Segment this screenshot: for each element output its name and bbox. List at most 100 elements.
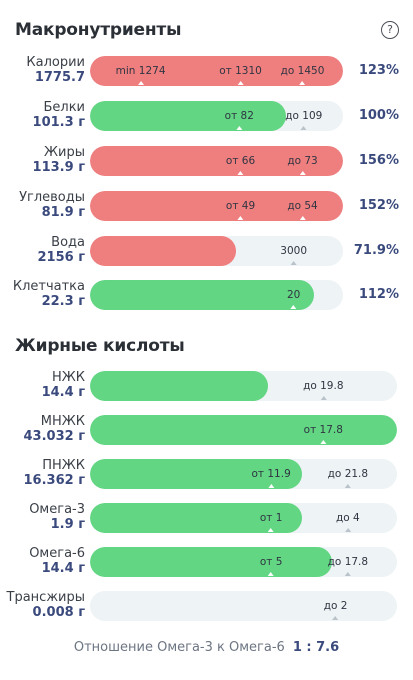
macro-row[interactable]: Калории 1775.7 min 1274 от 1310 до 1450 123% [0,55,413,96]
fatty-acid-marker-label: от 1 [259,512,283,524]
macro-label: Вода 2156 г [38,235,86,265]
fatty-acid-value: 1.9 г [50,517,85,532]
macro-marker-label: до 109 [285,110,323,122]
omega-ratio-value: 1 : 7.6 [292,640,340,655]
macro-marker-label: 3000 [280,245,308,257]
macro-label: Калории 1775.7 [26,55,85,85]
omega-ratio-label: Отношение Омега-3 к Омега-6 [73,640,285,655]
fatty-acid-row[interactable]: МНЖК 43.032 г от 17.8 [0,414,413,455]
fatty-acid-marker: от 11.9 [251,459,291,489]
macro-value: 1775.7 [34,70,85,85]
marker-triangle-icon [237,81,244,85]
marker-triangle-icon [344,528,351,532]
marker-triangle-icon [299,81,306,85]
fatty-acid-name: ПНЖК [42,458,85,473]
macro-value: 113.9 г [32,160,85,175]
marker-triangle-icon [290,261,297,265]
macro-name: Калории [26,55,85,70]
macro-progress-bar: 20 [90,280,343,310]
macro-marker: от 1310 [219,56,262,86]
marker-triangle-icon [300,126,307,130]
macro-name: Углеводы [19,190,85,205]
fatty-acid-marker-label: до 21.8 [327,468,369,480]
macro-label: Углеводы 81.9 г [19,190,85,220]
macro-name: Вода [51,235,85,250]
marker-triangle-icon [268,572,275,576]
marker-triangle-icon [268,484,275,488]
fatty-acid-progress-fill [90,371,269,401]
fatty-acid-progress-bar: до 19.8 [90,371,397,401]
fatty-acid-name: МНЖК [40,414,85,429]
fatty-acid-row[interactable]: Омега-3 1.9 г от 1 до 4 [0,502,413,543]
fatty-acid-marker-label: до 4 [336,512,360,524]
fatty-acid-label: МНЖК 43.032 г [24,414,85,444]
fatty-acid-progress-fill [90,503,302,533]
macro-marker-label: до 1450 [280,65,325,77]
fatty-acid-marker-label: до 19.8 [303,380,344,392]
marker-triangle-icon [237,171,244,175]
fatty-acid-name: НЖК [51,370,85,385]
marker-triangle-icon [332,616,339,620]
fatty-acid-marker: от 1 [259,503,283,533]
marker-triangle-icon [237,216,244,220]
fatty-acid-progress-bar: до 2 [90,591,397,621]
fatty-acid-name: Трансжиры [6,590,85,605]
macro-row[interactable]: Углеводы 81.9 г от 49 до 54 152% [0,190,413,231]
fatty-acid-marker: от 17.8 [304,415,343,445]
fatty-acid-row[interactable]: ПНЖК 16.362 г от 11.9 до 21.8 [0,458,413,499]
marker-triangle-icon [344,572,351,576]
macro-progress-fill [90,280,315,310]
macro-row[interactable]: Клетчатка 22.3 г 20 112% [0,279,413,320]
omega-ratio: Отношение Омега-3 к Омега-6 1 : 7.6 [0,640,413,655]
macro-percent: 100% [358,108,399,123]
fatty-acid-marker-label: до 2 [323,600,348,612]
fatty-acid-label: Омега-6 14.4 г [29,546,85,576]
macro-marker-label: min 1274 [115,65,166,77]
macro-percent: 71.9% [353,243,399,258]
macro-marker: до 109 [285,101,322,131]
macro-marker: от 49 [226,191,255,221]
marker-triangle-icon [137,81,144,85]
fatty-acid-marker-label: от 5 [259,556,283,568]
fatty-acid-progress-fill [90,459,302,489]
macro-marker: от 82 [225,101,254,131]
fatty-acids-title: Жирные кислоты [15,336,185,356]
macro-progress-bar: от 82 до 109 [90,101,343,131]
macro-percent: 156% [358,153,399,168]
help-icon[interactable]: ? [381,21,399,39]
fatty-acid-row[interactable]: Омега-6 14.4 г от 5 до 17.8 [0,546,413,587]
fatty-acid-progress-bar: от 1 до 4 [90,503,397,533]
macro-name: Жиры [44,145,85,160]
fatty-acid-value: 16.362 г [23,473,85,488]
fatty-acid-progress-fill [90,415,397,445]
fatty-acid-label: Трансжиры 0.008 г [7,590,85,620]
macro-row[interactable]: Жиры 113.9 г от 66 до 73 156% [0,145,413,186]
macro-row[interactable]: Белки 101.3 г от 82 до 109 100% [0,100,413,141]
macro-marker-label: до 73 [287,155,318,167]
fatty-acid-value: 0.008 г [32,605,85,620]
fatty-acid-name: Омега-3 [29,502,85,517]
macro-marker-label: 20 [286,289,301,301]
macro-marker-label: от 66 [225,155,256,167]
marker-triangle-icon [299,171,306,175]
marker-triangle-icon [320,396,327,400]
fatty-acid-row[interactable]: Трансжиры 0.008 г до 2 [0,590,413,631]
fatty-acid-marker-label: от 11.9 [251,468,291,480]
fatty-acid-progress-fill [90,547,332,577]
macro-label: Жиры 113.9 г [33,145,85,175]
macro-percent: 152% [358,198,399,213]
macro-percent: 112% [358,287,399,302]
macro-progress-bar: от 49 до 54 [90,191,343,221]
macro-name: Белки [43,100,85,115]
macro-value: 22.3 г [41,294,85,309]
fatty-acid-label: ПНЖК 16.362 г [24,458,85,488]
macro-name: Клетчатка [12,279,85,294]
macro-row[interactable]: Вода 2156 г 3000 71.9% [0,235,413,276]
macro-percent: 123% [358,63,399,78]
fatty-acid-row[interactable]: НЖК 14.4 г до 19.8 [0,370,413,411]
marker-triangle-icon [299,216,306,220]
macro-marker: до 73 [287,146,318,176]
macro-marker: 20 [287,280,300,310]
fatty-acid-label: НЖК 14.4 г [42,370,85,400]
fatty-acid-label: Омега-3 1.9 г [29,502,85,532]
